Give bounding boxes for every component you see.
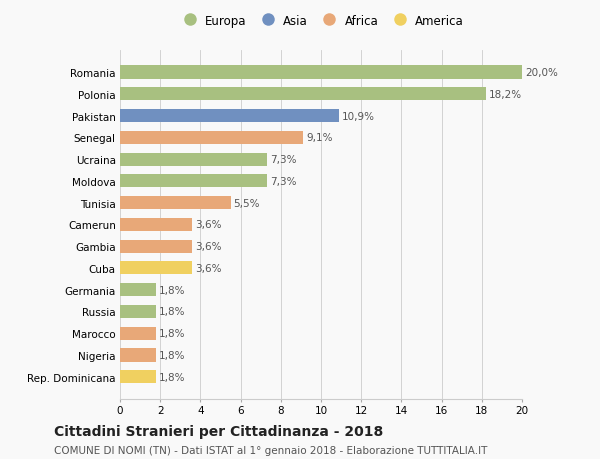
Bar [120,370,156,383]
Text: 1,8%: 1,8% [159,372,185,382]
Bar [120,110,339,123]
Text: Cittadini Stranieri per Cittadinanza - 2018: Cittadini Stranieri per Cittadinanza - 2… [54,425,383,438]
Text: 10,9%: 10,9% [342,112,375,121]
Bar [120,175,267,188]
Bar [120,240,193,253]
Text: 20,0%: 20,0% [525,68,558,78]
Text: 3,6%: 3,6% [196,220,222,230]
Bar [120,327,156,340]
Text: 3,6%: 3,6% [196,241,222,252]
Bar [120,196,230,210]
Text: 7,3%: 7,3% [270,155,296,165]
Bar [120,67,522,79]
Bar [120,349,156,362]
Text: 9,1%: 9,1% [306,133,332,143]
Bar [120,88,486,101]
Text: 1,8%: 1,8% [159,329,185,338]
Legend: Europa, Asia, Africa, America: Europa, Asia, Africa, America [175,11,467,31]
Text: 1,8%: 1,8% [159,307,185,317]
Text: 7,3%: 7,3% [270,176,296,186]
Bar [120,153,267,166]
Text: 18,2%: 18,2% [489,90,522,100]
Text: COMUNE DI NOMI (TN) - Dati ISTAT al 1° gennaio 2018 - Elaborazione TUTTITALIA.IT: COMUNE DI NOMI (TN) - Dati ISTAT al 1° g… [54,445,487,455]
Bar [120,262,193,275]
Bar [120,218,193,231]
Text: 3,6%: 3,6% [196,263,222,274]
Bar [120,284,156,297]
Bar [120,132,303,145]
Text: 1,8%: 1,8% [159,285,185,295]
Bar [120,305,156,318]
Text: 1,8%: 1,8% [159,350,185,360]
Text: 5,5%: 5,5% [233,198,260,208]
